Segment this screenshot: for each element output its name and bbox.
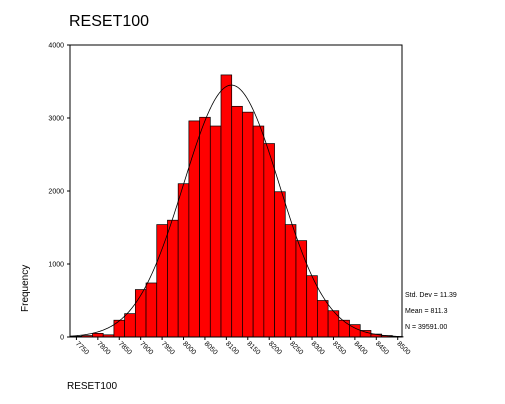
x-tick-label: 8300 [310,340,326,356]
y-tick-label: 2000 [48,189,64,196]
histogram-bar [252,125,265,338]
histogram-bar [220,74,233,338]
histogram-bar [274,191,286,338]
x-tick-label: 8200 [267,340,283,356]
histogram-bar [231,105,243,338]
x-tick-label: 8250 [288,340,304,356]
x-tick-label: 7750 [74,340,90,356]
histogram-bar [92,333,104,338]
histogram-bar [124,313,136,338]
stat-n: N = 39591.00 [405,324,448,331]
histogram-bar [359,330,372,338]
x-axis: 7750 7800 7850 7900 7950 8000 8050 8100 8150 8200… [74,337,411,357]
histogram-bar [113,319,125,338]
histogram-bar [177,183,190,338]
y-axis: 0 1000 2000 3000 4000 [48,43,70,342]
histogram-bar [145,282,158,338]
x-tick-label: 8050 [203,340,219,356]
histogram-bar [317,300,329,338]
histogram-bar [209,125,222,338]
histogram-bar [242,111,254,338]
chart-title: RESET100 [69,13,150,30]
histogram-bar [199,116,211,338]
x-tick-label: 8350 [331,340,347,356]
histogram-bar [284,224,297,338]
x-tick-label: 8400 [352,340,368,356]
normal-fit-curve [69,84,402,337]
histogram-bar [295,240,308,338]
x-tick-label: 8100 [224,340,240,356]
y-tick-label: 1000 [48,262,64,269]
y-tick-label: 4000 [48,43,64,50]
x-tick-label: 7850 [117,340,133,356]
bars-group [70,74,404,338]
x-tick-label: 7800 [95,340,111,356]
y-tick-label: 3000 [48,116,64,123]
stat-std-dev: Std. Dev = 11.39 [405,292,457,299]
x-tick-label: 8000 [181,340,197,356]
x-axis-label: RESET100 [67,381,118,392]
y-tick-label: 0 [60,335,64,342]
histogram-bar [134,289,147,338]
histogram-bar [338,319,350,338]
x-tick-label: 7950 [160,340,176,356]
stat-mean: Mean = 811.3 [405,308,448,315]
histogram-bar [156,224,168,338]
x-tick-label: 8150 [245,340,261,356]
histogram-bar [167,219,179,338]
x-tick-label: 7900 [138,340,154,356]
histogram-bar [306,275,318,338]
histogram-bar [188,120,200,338]
x-tick-label: 8500 [395,340,411,356]
histogram-bar [263,143,275,338]
x-tick-label: 8450 [374,340,390,356]
